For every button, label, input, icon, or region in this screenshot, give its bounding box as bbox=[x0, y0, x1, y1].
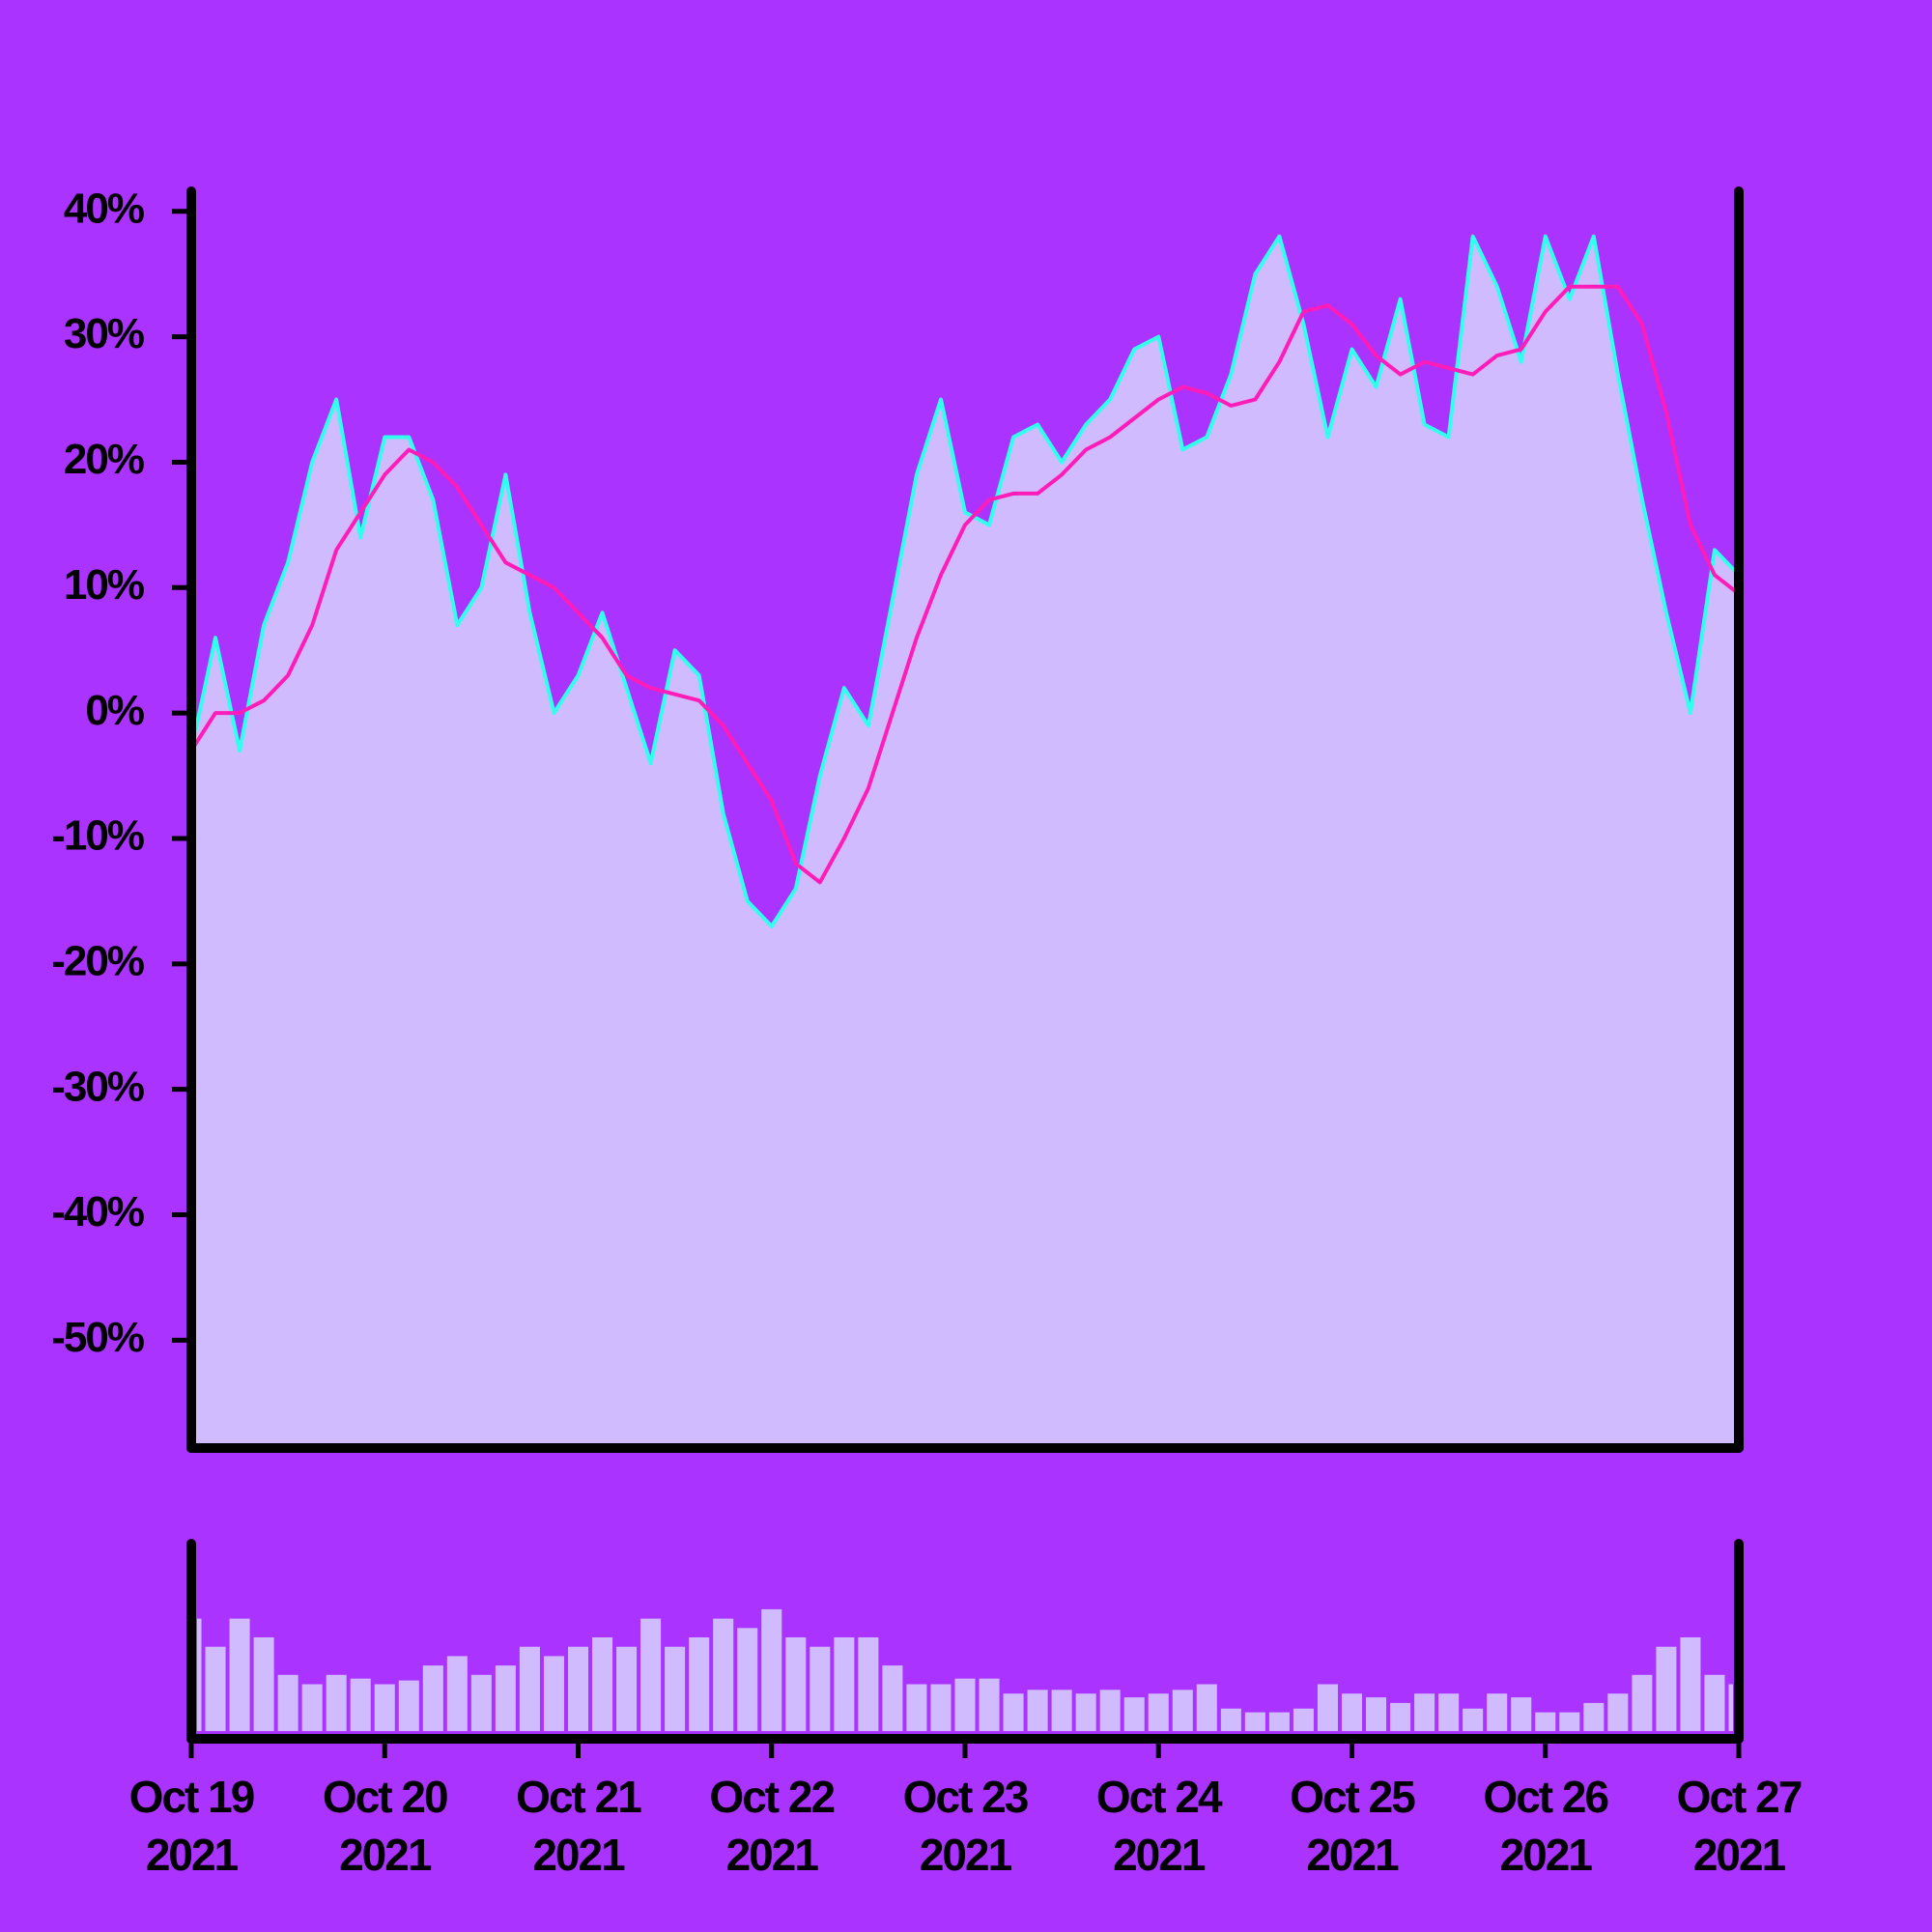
volume-bar bbox=[301, 1684, 323, 1731]
volume-bar bbox=[1293, 1708, 1314, 1731]
y-tick-label: 0% bbox=[85, 687, 143, 734]
volume-bar bbox=[1632, 1674, 1653, 1731]
volume-bar bbox=[930, 1684, 952, 1731]
volume-bar bbox=[954, 1678, 976, 1731]
volume-bar bbox=[470, 1674, 492, 1731]
line bbox=[189, 284, 1741, 885]
volume-bar bbox=[1148, 1693, 1169, 1731]
y-tick-label: -40% bbox=[51, 1188, 144, 1236]
line bbox=[189, 234, 1741, 928]
volume-bar bbox=[761, 1608, 782, 1731]
volume-bar bbox=[1438, 1693, 1460, 1731]
volume-bar bbox=[1414, 1693, 1435, 1731]
volume-bar bbox=[1728, 1684, 1733, 1731]
volume-bar bbox=[1607, 1693, 1629, 1731]
volume-bar bbox=[979, 1678, 1000, 1731]
volume-bar bbox=[1656, 1646, 1677, 1731]
x-tick-label: Oct 20 2021 bbox=[322, 1772, 449, 1880]
y-tick-label: 10% bbox=[64, 561, 144, 609]
volume-bar bbox=[1680, 1637, 1701, 1731]
x-tick-label: Oct 21 2021 bbox=[516, 1772, 642, 1880]
volume-bar bbox=[374, 1684, 395, 1731]
volume-bar bbox=[1535, 1712, 1556, 1731]
y-tick-label: 40% bbox=[64, 185, 144, 232]
volume-bar bbox=[197, 1618, 202, 1731]
x-tick-label: Oct 22 2021 bbox=[709, 1772, 836, 1880]
volume-bar bbox=[1196, 1684, 1217, 1731]
x-tick-label: Oct 27 2021 bbox=[1676, 1772, 1804, 1880]
volume-bar bbox=[1559, 1712, 1580, 1731]
volume-bar bbox=[1172, 1690, 1193, 1731]
y-tick-label: 20% bbox=[64, 436, 144, 483]
x-tick-label: Oct 25 2021 bbox=[1290, 1772, 1416, 1880]
volume-bar bbox=[1317, 1684, 1338, 1731]
volume-bar bbox=[1027, 1690, 1048, 1731]
volume-bar bbox=[446, 1656, 468, 1731]
y-tick-label: 30% bbox=[64, 310, 144, 357]
volume-bar bbox=[1099, 1690, 1121, 1731]
volume-bar bbox=[422, 1665, 443, 1731]
volume-bar bbox=[665, 1646, 686, 1731]
volume-bar bbox=[737, 1628, 758, 1731]
volume-bar bbox=[810, 1646, 831, 1731]
volume-bar bbox=[519, 1646, 540, 1731]
volume-bar bbox=[253, 1637, 274, 1731]
x-tick-label: Oct 24 2021 bbox=[1095, 1772, 1223, 1880]
y-tick-label: -20% bbox=[51, 937, 144, 984]
volume-bar bbox=[906, 1684, 927, 1731]
volume-bar bbox=[1220, 1708, 1241, 1731]
x-tick-label: Oct 26 2021 bbox=[1483, 1772, 1609, 1880]
volume-bar bbox=[543, 1656, 564, 1731]
x-tick-label: Oct 19 2021 bbox=[128, 1772, 256, 1880]
volume-bar bbox=[1583, 1702, 1605, 1731]
volume-bar bbox=[1051, 1690, 1072, 1731]
volume-bar bbox=[1704, 1674, 1725, 1731]
volume-bar bbox=[689, 1637, 710, 1731]
volume-bar bbox=[1075, 1693, 1096, 1731]
volume-bar bbox=[398, 1680, 419, 1731]
volume-bar bbox=[1511, 1697, 1532, 1731]
volume-bar bbox=[495, 1665, 516, 1731]
volume-bar bbox=[1463, 1708, 1484, 1731]
volume-bar bbox=[834, 1637, 855, 1731]
volume-bar bbox=[1366, 1697, 1387, 1731]
volume-bar bbox=[277, 1674, 298, 1731]
volume-bar bbox=[326, 1674, 347, 1731]
volume-bar bbox=[1390, 1702, 1411, 1731]
volume-bar bbox=[1487, 1693, 1508, 1731]
volume-bar bbox=[1003, 1693, 1024, 1731]
volume-bar bbox=[592, 1637, 613, 1731]
volume-bar bbox=[567, 1646, 589, 1731]
volume-bar bbox=[1268, 1712, 1290, 1731]
area bbox=[191, 236, 1739, 1449]
y-tick-label: -50% bbox=[51, 1314, 144, 1361]
volume-bar bbox=[640, 1618, 662, 1731]
volume-bar bbox=[785, 1637, 807, 1731]
volume-bar bbox=[1341, 1693, 1363, 1731]
y-tick-label: -30% bbox=[51, 1063, 144, 1110]
volume-bar bbox=[713, 1618, 734, 1731]
volume-bar bbox=[882, 1665, 903, 1731]
volume-bar bbox=[858, 1637, 879, 1731]
volume-bar bbox=[205, 1646, 226, 1731]
volume-bar bbox=[1123, 1697, 1145, 1731]
y-tick-label: -10% bbox=[51, 812, 144, 860]
volume-bar bbox=[229, 1618, 250, 1731]
x-tick-label: Oct 23 2021 bbox=[902, 1772, 1030, 1880]
volume-bar bbox=[1244, 1712, 1265, 1731]
volume-bar bbox=[616, 1646, 638, 1731]
volume-bar bbox=[350, 1678, 371, 1731]
